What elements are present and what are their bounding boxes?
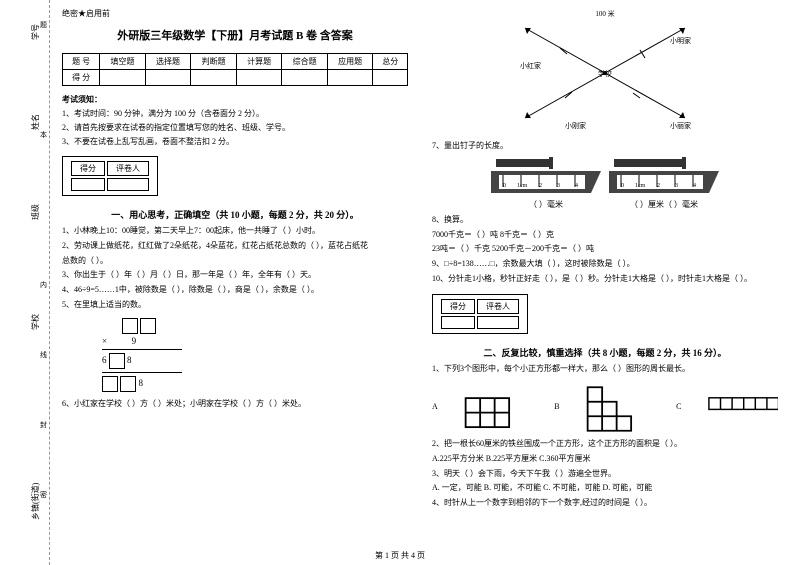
td-2 <box>145 70 191 86</box>
th-total: 总分 <box>373 54 408 70</box>
s2q3o: A. 一定，可能 B. 可能，不可能 C. 不可能，可能 D. 可能，可能 <box>432 482 778 495</box>
q2a: 2、劳动课上做纸花，红红做了2朵纸花，4朵蓝花，红花占纸花总数的（ ），蓝花占纸… <box>62 240 408 253</box>
notice-1: 1、考试时间：90 分钟，满分为 100 分（含卷面分 2 分）。 <box>62 108 408 120</box>
unit-cm: 厘米 <box>648 200 664 209</box>
section1-title: 一、用心思考，正确填空（共 10 小题，每题 2 分，共 20 分）。 <box>62 208 408 221</box>
th-num: 题 号 <box>63 54 100 70</box>
notice-block: 考试须知： 1、考试时间：90 分钟，满分为 100 分（含卷面分 2 分）。 … <box>62 94 408 148</box>
th-fill: 填空题 <box>100 54 146 70</box>
th-choice: 选择题 <box>145 54 191 70</box>
direction-diagram: 100 米 学校 小红家 小明家 小丽家 小刚家 <box>505 8 705 138</box>
svg-text:4: 4 <box>575 183 578 189</box>
left-column: 绝密★启用前 外研版三年级数学【下册】月考试题 B 卷 含答案 题 号 填空题 … <box>50 0 420 565</box>
binding-margin: 学号 姓名 班级 学校 乡镇(街道) 题 本 内 线 封 密 <box>0 0 50 565</box>
margin-label-name: 姓名 <box>30 114 41 130</box>
q6: 6、小红家在学校（ ）方（ ）米处；小明家在学校（ ）方（ ）米处。 <box>62 398 408 411</box>
q8l1: 7000千克＝（ ）吨 8千克＝（ ）克 <box>432 229 778 242</box>
pipe-2: 内 <box>40 280 47 290</box>
q5: 5、在里填上适当的数。 <box>62 299 408 312</box>
svg-text:4: 4 <box>693 183 696 189</box>
margin-label-town: 乡镇(街道) <box>30 483 41 520</box>
td-6 <box>327 70 373 86</box>
td-5 <box>282 70 328 86</box>
margin-label-class: 班级 <box>30 204 41 220</box>
scorer-box-2: 得分评卷人 <box>432 294 528 334</box>
td-score: 得 分 <box>63 70 100 86</box>
svg-text:小刚家: 小刚家 <box>565 121 586 130</box>
q8: 8、换算。 <box>432 214 778 227</box>
svg-text:100 米: 100 米 <box>595 9 614 18</box>
sb2-grader: 评卷人 <box>477 299 519 314</box>
th-calc: 计算题 <box>236 54 282 70</box>
sb-grader: 评卷人 <box>107 161 149 176</box>
th-app: 应用题 <box>327 54 373 70</box>
notice-title: 考试须知： <box>62 94 408 106</box>
sb2-score: 得分 <box>441 299 475 314</box>
q2b: 总数的（ ）。 <box>62 255 408 268</box>
score-table: 题 号 填空题 选择题 判断题 计算题 综合题 应用题 总分 得 分 <box>62 53 408 86</box>
q3: 3、你出生于（ ）年（ ）月（ ）日，那一年是（ ）年，全年有（ ）天。 <box>62 269 408 282</box>
td-7 <box>373 70 408 86</box>
pipe-3: 线 <box>40 350 47 360</box>
s2q2: 2、把一根长60厘米的铁丝围成一个正方形，这个正方形的面积是（ ）。 <box>432 438 778 451</box>
ruler-diagrams: 0 1cm 2 3 4 （ ）毫米 <box>432 157 778 210</box>
q4: 4、46÷9=5……1中，被除数是（ ），除数是（ ），商是（ ），余数是（ ）… <box>62 284 408 297</box>
td-3 <box>191 70 237 86</box>
opt-c: C <box>676 402 681 411</box>
svg-text:2: 2 <box>539 183 542 189</box>
svg-text:小丽家: 小丽家 <box>670 121 691 130</box>
unit-mm: 毫米 <box>547 200 563 209</box>
q10: 10、分针走1小格，秒针正好走（ ），是（ ）秒。分针走1大格是（ ），时针走1… <box>432 273 778 286</box>
sb-score: 得分 <box>71 161 105 176</box>
s2q1: 1、下列3个图形中，每个小正方形都一样大，那么（ ）图形的周长最长。 <box>432 363 778 376</box>
th-judge: 判断题 <box>191 54 237 70</box>
svg-text:1cm: 1cm <box>517 183 528 189</box>
scorer-box-1: 得分评卷人 <box>62 156 158 196</box>
confidential-label: 绝密★启用前 <box>62 8 408 19</box>
right-column: 100 米 学校 小红家 小明家 小丽家 小刚家 7、量出钉子的长度。 <box>420 0 790 565</box>
q7: 7、量出钉子的长度。 <box>432 140 778 153</box>
opt-b: B <box>554 402 559 411</box>
pipe-1: 本 <box>40 130 47 140</box>
exam-title: 外研版三年级数学【下册】月考试题 B 卷 含答案 <box>62 27 408 43</box>
svg-text:3: 3 <box>675 183 678 189</box>
svg-text:0: 0 <box>621 183 624 189</box>
pipe-0: 题 <box>40 20 47 30</box>
q8l2: 23吨＝（ ）千克 5200千克－200千克＝（ ）吨 <box>432 243 778 256</box>
section2-title: 二、反复比较，慎重选择（共 8 小题，每题 2 分，共 16 分）。 <box>432 346 778 359</box>
pipe-5: 密 <box>40 490 47 500</box>
th-comp: 综合题 <box>282 54 328 70</box>
margin-label-school: 学校 <box>30 314 41 330</box>
q1: 1、小林晚上10：00睡觉，第二天早上7：00起床，他一共睡了（ ）小时。 <box>62 225 408 238</box>
svg-text:3: 3 <box>557 183 560 189</box>
svg-text:小红家: 小红家 <box>520 61 541 70</box>
s2q2o: A.225平方分米 B.225平方厘米 C.360平方厘米 <box>432 453 778 466</box>
svg-text:0: 0 <box>503 183 506 189</box>
multiplication-block: × 9 6 8 8 <box>102 318 408 392</box>
s2q3: 3、明天（ ）会下雨，今天下午我（ ）游遍全世界。 <box>432 468 778 481</box>
page-footer: 第 1 页 共 4 页 <box>0 550 800 561</box>
section1-questions: 1、小林晚上10：00睡觉，第二天早上7：00起床，他一共睡了（ ）小时。 2、… <box>62 225 408 411</box>
svg-text:1cm: 1cm <box>635 183 646 189</box>
svg-text:小明家: 小明家 <box>670 36 691 45</box>
q9: 9、□÷8=138……□，余数最大填（ ），这时被除数是（ ）。 <box>432 258 778 271</box>
svg-text:2: 2 <box>657 183 660 189</box>
notice-2: 2、请首先按要求在试卷的指定位置填写您的姓名、班级、学号。 <box>62 122 408 134</box>
opt-a: A <box>432 402 438 411</box>
notice-3: 3、不要在试卷上乱写乱画，卷面不整洁扣 2 分。 <box>62 136 408 148</box>
td-1 <box>100 70 146 86</box>
pipe-4: 封 <box>40 420 47 430</box>
td-4 <box>236 70 282 86</box>
s2q4: 4、时针从上一个数字到相邻的下一个数字,经过的时间是（ ）。 <box>432 497 778 510</box>
unit-mm2: 毫米 <box>682 200 698 209</box>
shape-options: A B C <box>432 380 778 434</box>
